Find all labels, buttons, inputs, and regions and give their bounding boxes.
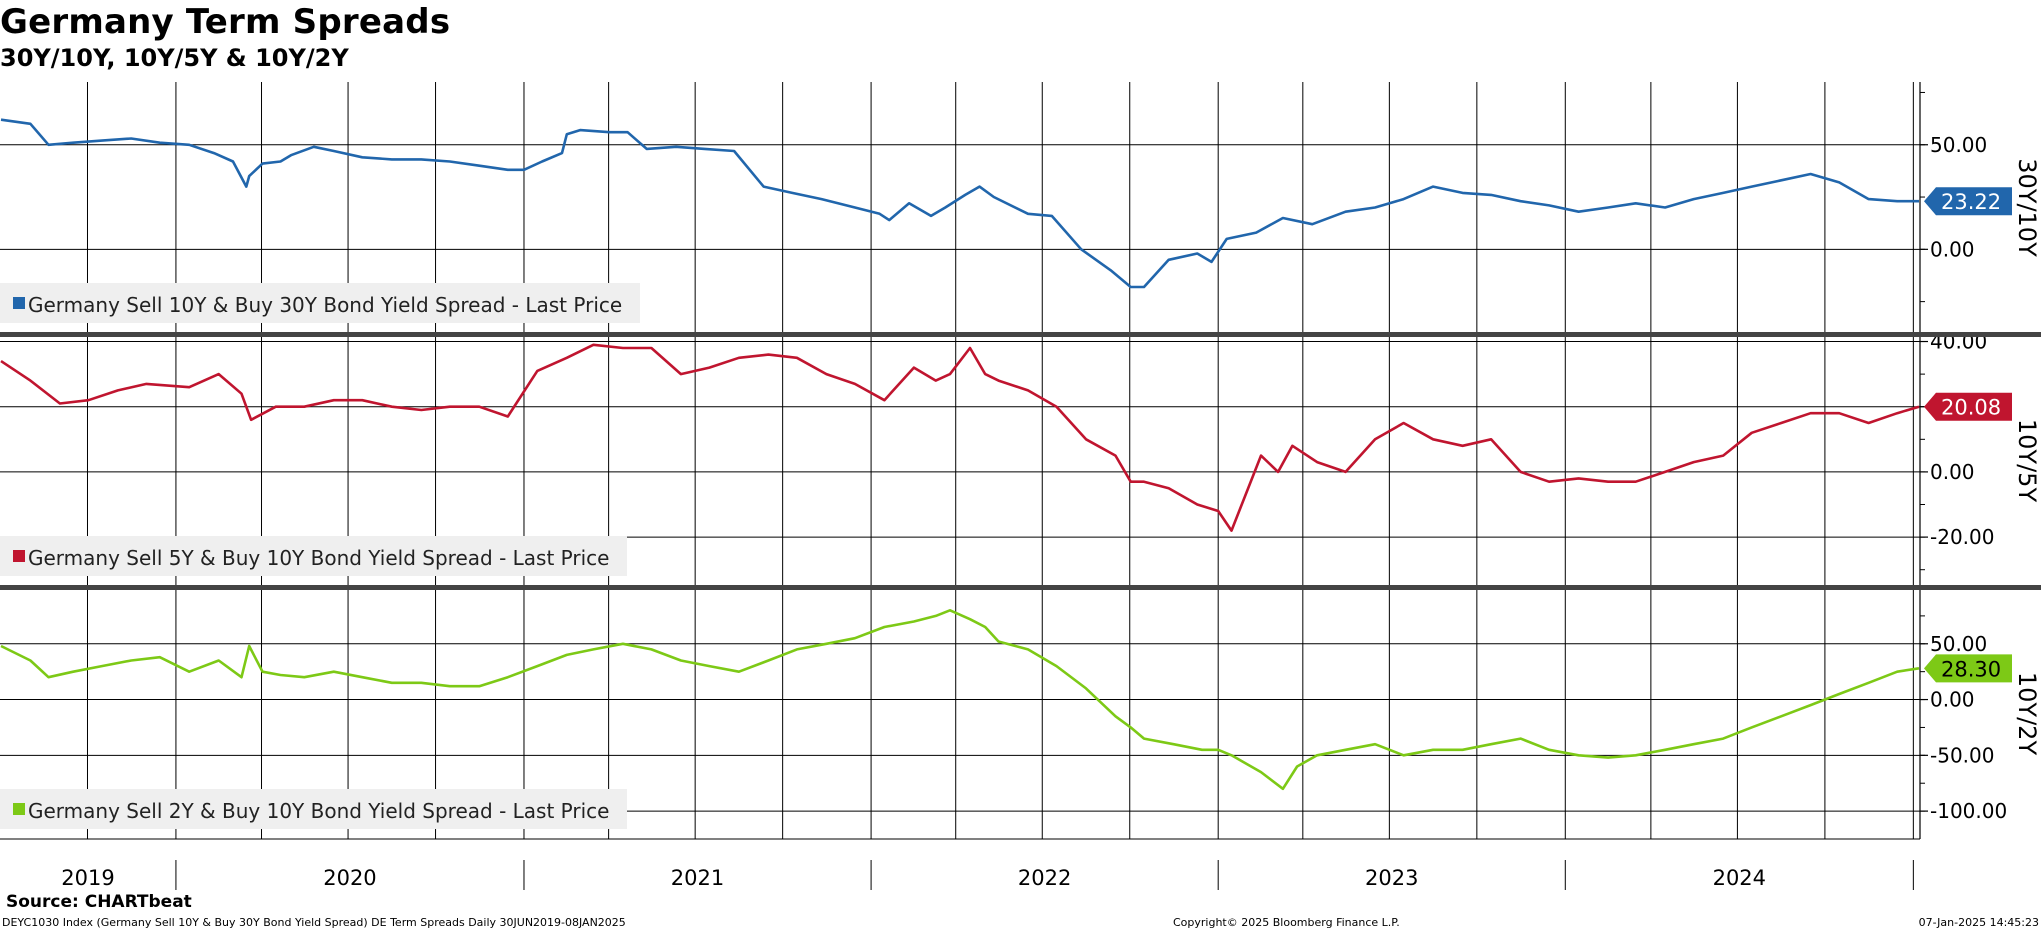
legend-box xyxy=(0,536,627,576)
series-line xyxy=(0,118,1919,289)
y-tick-label: -100.00 xyxy=(1930,799,2007,823)
legend-swatch xyxy=(13,803,25,815)
y-tick-label: 0.00 xyxy=(1930,688,1975,712)
last-value-label: 28.30 xyxy=(1941,657,2001,681)
panel-separator xyxy=(0,585,2041,590)
x-tick-label: 2023 xyxy=(1365,866,1418,890)
y-axis-title: 10Y/2Y xyxy=(2013,672,2041,756)
panel-1: 0.00 50.00 23.22 30Y/10Y Germany Sell 10Y & … xyxy=(0,82,2041,333)
y-tick-label: -50.00 xyxy=(1930,743,1994,767)
footer-copyright: Copyright© 2025 Bloomberg Finance L.P. xyxy=(1173,916,1400,929)
legend-label: Germany Sell 10Y & Buy 30Y Bond Yield Sp… xyxy=(28,293,622,317)
x-tick-label: 2021 xyxy=(671,866,724,890)
footer-timestamp: 07-Jan-2025 14:45:23 xyxy=(1918,916,2039,929)
panel-separator xyxy=(0,332,2041,337)
last-value-tag xyxy=(1924,187,2012,216)
legend-swatch xyxy=(13,297,25,309)
chart-title: Germany Term Spreads xyxy=(0,2,451,42)
x-tick-label: 2019 xyxy=(61,866,114,890)
footer-description: DEYC1030 Index (Germany Sell 10Y & Buy 3… xyxy=(2,916,626,929)
x-tick-label: 2024 xyxy=(1713,866,1766,890)
series-line xyxy=(0,343,1920,532)
source-label: Source: CHARTbeat xyxy=(6,892,192,912)
legend-label: Germany Sell 2Y & Buy 10Y Bond Yield Spr… xyxy=(28,799,609,823)
y-axis-title: 10Y/5Y xyxy=(2013,419,2041,503)
legend-box xyxy=(0,283,640,323)
last-value-tag xyxy=(1924,654,2012,683)
y-tick-label: 50.00 xyxy=(1930,133,1987,157)
x-tick-label: 2022 xyxy=(1018,866,1071,890)
y-tick-label: 0.00 xyxy=(1930,237,1975,261)
legend-box xyxy=(0,789,627,829)
chart-subtitle: 30Y/10Y, 10Y/5Y & 10Y/2Y xyxy=(0,44,349,72)
series-line xyxy=(0,608,1920,791)
y-tick-label: -20.00 xyxy=(1930,525,1994,549)
x-tick-label: 2020 xyxy=(323,866,376,890)
last-value-label: 23.22 xyxy=(1941,190,2001,214)
y-tick-label: 50.00 xyxy=(1930,632,1987,656)
legend-label: Germany Sell 5Y & Buy 10Y Bond Yield Spr… xyxy=(28,546,609,570)
last-value-label: 20.08 xyxy=(1941,396,2001,420)
legend-swatch xyxy=(13,550,25,562)
y-tick-label: 0.00 xyxy=(1930,460,1975,484)
y-axis-title: 30Y/10Y xyxy=(2013,158,2041,257)
last-value-tag xyxy=(1924,392,2012,421)
